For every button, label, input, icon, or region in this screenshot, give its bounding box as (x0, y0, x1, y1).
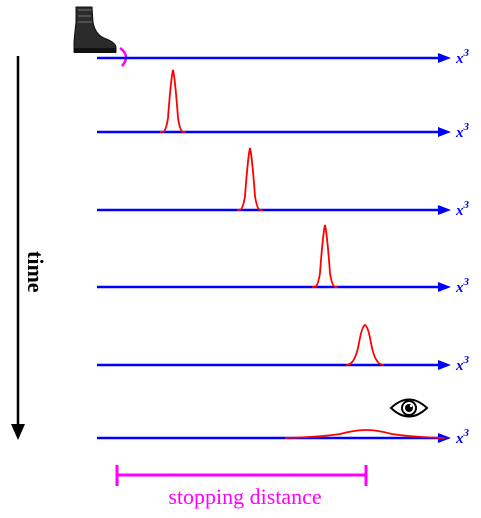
time-arrow (11, 56, 25, 440)
axis-arrowhead (438, 282, 451, 292)
eye-icon (389, 398, 429, 418)
pulse-4 (345, 324, 385, 366)
axis-label: x3 (455, 427, 470, 447)
axis-arrowhead (438, 53, 451, 63)
axis-arrowhead (438, 205, 451, 215)
pulse-3 (312, 224, 338, 288)
axis-label: x3 (455, 354, 470, 374)
stopping-distance-bracket (115, 465, 368, 486)
start-marker (119, 46, 128, 67)
boot-icon (73, 6, 117, 53)
axis-label: x3 (455, 276, 470, 296)
pulse-1 (160, 69, 186, 133)
axis-arrowhead (438, 360, 451, 370)
pulse-5 (284, 429, 446, 439)
axis-label: x3 (455, 47, 470, 67)
axis-label: x3 (455, 121, 470, 141)
time-label: time (23, 251, 48, 293)
axis-arrowhead (438, 127, 451, 137)
axes-group: x3 x3 x3 x3 x3 x3 (97, 47, 470, 447)
pulse-2 (237, 147, 263, 211)
stopping-distance-label: stopping distance (168, 484, 321, 509)
axis-label: x3 (455, 199, 470, 219)
